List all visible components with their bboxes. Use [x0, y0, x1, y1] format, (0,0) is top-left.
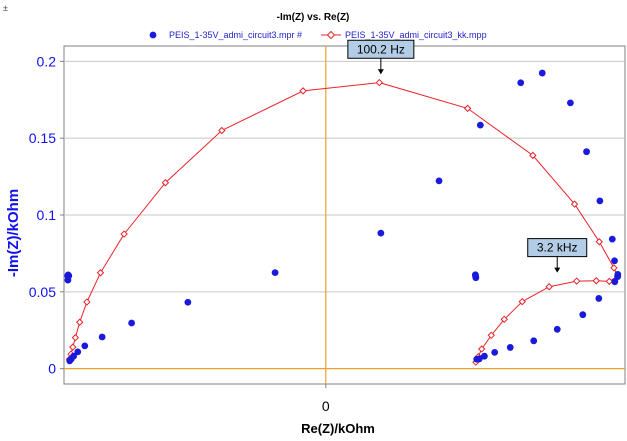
measured-point [538, 69, 546, 77]
corner-mark: ± [3, 3, 8, 13]
measured-point [596, 197, 604, 205]
x-tick-label: 0 [322, 398, 330, 414]
fit-point [76, 318, 84, 326]
measured-point [66, 357, 74, 365]
fit-point [477, 345, 486, 353]
measured-point [517, 79, 525, 87]
legend: PEIS_1-35V_admi_circuit3.mpr # PEIS_1-35… [149, 30, 487, 40]
series-measured [64, 69, 622, 365]
y-tick-label: 0.15 [29, 130, 56, 146]
measured-point [184, 298, 192, 306]
fit-point [71, 333, 80, 342]
callouts: 100.2 Hz 3.2 kHz [347, 39, 588, 273]
chart-title: -Im(Z) vs. Re(Z) [277, 12, 350, 23]
y-tick-label: 0.1 [37, 207, 57, 223]
fit-point [487, 331, 495, 340]
measured-point [476, 121, 484, 129]
fit-point [120, 230, 128, 238]
measured-point [64, 272, 72, 280]
measured-point [74, 348, 82, 356]
x-axis-ticks: 0 [322, 384, 330, 414]
fit-point [610, 264, 618, 272]
fit-point [69, 343, 77, 351]
measured-point [608, 235, 616, 243]
legend-marker-fit [326, 30, 336, 40]
series-fit [65, 78, 622, 366]
callout-arrowhead [377, 69, 384, 75]
fit-point [83, 298, 91, 306]
measured-point [98, 333, 106, 341]
zero-axis-lines [64, 46, 625, 384]
measured-point [614, 273, 622, 281]
measured-point [377, 229, 385, 237]
measured-point [491, 348, 499, 356]
y-tick-label: 0.05 [29, 284, 56, 300]
measured-point [566, 99, 574, 107]
fit-point [605, 277, 613, 286]
fit-point [545, 283, 553, 291]
callout-arrowhead [554, 267, 561, 273]
measured-point [579, 311, 587, 319]
legend-label-measured: PEIS_1-35V_admi_circuit3.mpr # [169, 30, 302, 40]
measured-point [435, 177, 443, 185]
fit-point [570, 200, 579, 208]
fit-point [500, 315, 508, 324]
measured-point [480, 352, 488, 360]
fit-line [69, 82, 619, 363]
measured-point [553, 325, 561, 333]
fit-point [161, 179, 170, 187]
measured-point [81, 342, 89, 350]
gridlines [64, 60, 625, 293]
callout-label: 3.2 kHz [537, 241, 578, 255]
fit-point [463, 104, 472, 113]
measured-point [583, 148, 590, 156]
fit-point [375, 78, 384, 87]
measured-point [472, 271, 479, 279]
y-tick-label: 0.2 [37, 53, 57, 69]
measured-point [271, 269, 279, 277]
fit-point [595, 238, 603, 246]
y-axis-ticks: 0 0.05 0.1 0.15 0.2 [29, 53, 64, 377]
fit-point [518, 297, 526, 306]
x-axis-label: Re(Z)/kOhm [301, 421, 375, 436]
measured-point [611, 278, 619, 286]
fit-point [299, 87, 307, 95]
fit-point [218, 126, 226, 135]
legend-label-fit: PEIS_1-35V_admi_circuit3_kk.mpp [345, 30, 487, 40]
fit-point [572, 277, 581, 285]
fit-point [592, 277, 600, 285]
measured-point [473, 355, 481, 363]
callout-label: 100.2 Hz [357, 42, 405, 56]
measured-point [506, 344, 514, 351]
measured-point [595, 295, 603, 302]
fit-point [529, 151, 537, 160]
measured-point [611, 257, 618, 265]
legend-marker-measured [149, 31, 157, 39]
fit-point [96, 269, 105, 277]
measured-point [128, 319, 136, 327]
y-axis-label: -Im(Z)/kOhm [5, 189, 22, 277]
measured-point [530, 337, 538, 345]
y-tick-label: 0 [48, 361, 56, 377]
